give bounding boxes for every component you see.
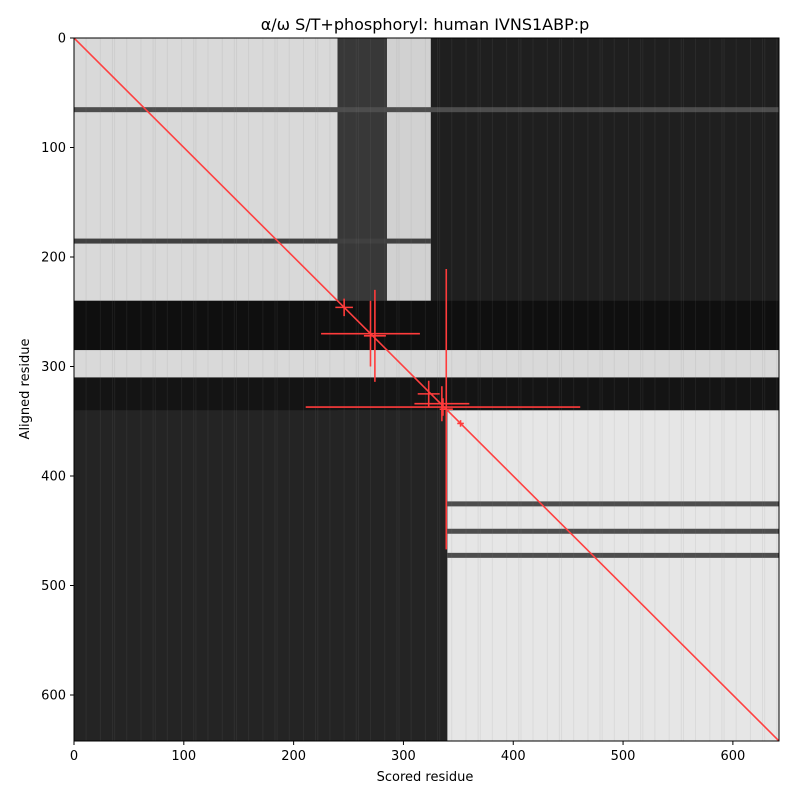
heatmap-band [447, 501, 779, 507]
y-tick-label: 600 [41, 689, 66, 704]
x-tick-label: 100 [171, 749, 196, 764]
plot-area [73, 37, 780, 742]
x-tick-label: 400 [501, 749, 526, 764]
y-tick-label: 100 [41, 141, 66, 156]
plot-frame [73, 37, 780, 742]
x-tick-label: 600 [720, 749, 745, 764]
y-tick-label: 200 [41, 251, 66, 266]
y-axis-label: Aligned residue [18, 339, 33, 440]
x-tick-label: 500 [611, 749, 636, 764]
error-cross-marker [321, 300, 420, 367]
x-tick-label: 300 [391, 749, 416, 764]
error-cross-marker [414, 386, 470, 422]
y-tick-label: 0 [58, 32, 66, 47]
heatmap-block [386, 38, 431, 301]
heatmap-block [74, 350, 779, 378]
x-axis: 0 100 200 300 400 500 600 [70, 741, 745, 764]
diagonal-line [74, 38, 779, 741]
y-axis: 0 100 200 300 400 500 600 [41, 32, 74, 704]
heatmap-band [447, 552, 779, 558]
heatmap-band [74, 238, 431, 244]
x-tick-label: 200 [281, 749, 306, 764]
error-cross-marker [335, 298, 353, 317]
heatmap-block [74, 300, 779, 351]
y-tick-label: 500 [41, 579, 66, 594]
error-cross-marker [305, 398, 581, 416]
y-tick-label: 400 [41, 470, 66, 485]
error-cross-marker [417, 380, 440, 408]
heatmap-block [74, 410, 448, 741]
error-cross-marker [457, 420, 464, 427]
heatmap-band [447, 528, 779, 534]
x-tick-label: 0 [70, 749, 78, 764]
chart-title: α/ω S/T+phosphoryl: human IVNS1ABP:p [261, 15, 590, 34]
x-axis-label: Scored residue [377, 770, 474, 785]
heatmap-band [74, 107, 779, 113]
error-cross-marker [363, 289, 386, 382]
y-tick-label: 300 [41, 360, 66, 375]
heatmap-layer [74, 38, 779, 741]
